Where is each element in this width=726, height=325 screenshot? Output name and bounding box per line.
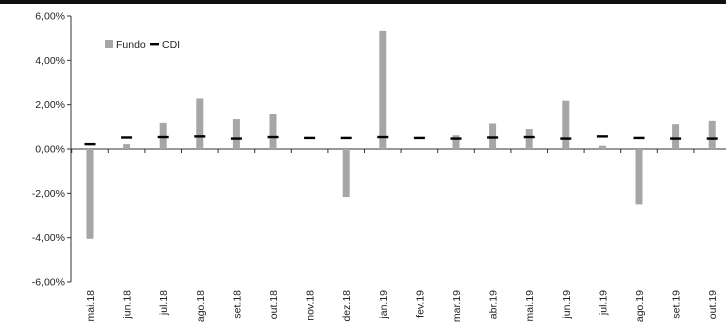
fundo-bar — [270, 114, 277, 149]
x-tick-label: jan.19 — [378, 290, 390, 320]
fundo-bar — [196, 98, 203, 149]
x-tick-label: set.18 — [231, 290, 243, 319]
x-tick-label: out.18 — [268, 290, 280, 319]
fundo-bar — [453, 135, 460, 149]
x-tick-label: jul.18 — [158, 290, 170, 316]
cdi-marker — [304, 137, 315, 139]
y-tick-label: 0,00% — [35, 144, 65, 156]
fundo-bar — [343, 149, 350, 197]
x-tick-label: set.19 — [671, 290, 683, 319]
x-tick-label: ago.18 — [195, 290, 207, 322]
y-tick-labels: 6,00% 4,00% 2,00% 0,00% -2,00% -4,00% -6,00% — [32, 11, 65, 289]
y-tick-label: -6,00% — [32, 277, 65, 289]
legend: Fundo CDI — [105, 39, 180, 51]
legend-swatch-cdi — [150, 43, 159, 45]
cdi-marker — [231, 137, 242, 139]
y-tick-label: -4,00% — [32, 232, 65, 244]
y-tick-label: 4,00% — [35, 55, 65, 67]
fundo-bar — [87, 149, 94, 239]
x-tick-label: nov.18 — [305, 290, 317, 321]
x-tick-label: jun.18 — [122, 290, 134, 320]
x-tick-label: abr.19 — [488, 290, 500, 319]
fundo-bar — [562, 101, 569, 149]
cdi-marker — [524, 136, 535, 138]
x-tick-label: fev.19 — [414, 290, 426, 318]
fundo-bar — [599, 146, 606, 149]
cdi-marker — [377, 136, 388, 138]
x-tick-label: mai.19 — [524, 290, 536, 322]
x-tick-label: jul.19 — [597, 290, 609, 316]
fundo-bar — [636, 149, 643, 204]
x-tick-label: mar.19 — [451, 290, 463, 322]
fundo-bars — [87, 31, 716, 239]
cdi-marker — [121, 136, 132, 138]
cdi-marker — [85, 143, 96, 145]
x-tick-labels: mai.18 jun.18 jul.18 ago.18 set.18 out.18 nov.… — [85, 290, 719, 322]
fundo-bar — [233, 119, 240, 149]
cdi-marker — [670, 137, 681, 139]
x-tick-label: dez.18 — [341, 290, 353, 322]
x-tick-label: jun.19 — [561, 290, 573, 320]
fundo-bar — [489, 124, 496, 149]
cdi-marker — [707, 137, 718, 139]
y-tick-label: 6,00% — [35, 11, 65, 23]
cdi-marker — [634, 137, 645, 139]
cdi-marker — [268, 136, 279, 138]
y-tick-label: -2,00% — [32, 188, 65, 200]
fundo-bar — [709, 121, 716, 149]
x-tick-label: mai.18 — [85, 290, 97, 322]
fundo-bar — [123, 144, 130, 149]
cdi-marker — [341, 137, 352, 139]
x-tick-label: out.19 — [707, 290, 719, 319]
cdi-marker — [560, 137, 571, 139]
cdi-marker — [194, 135, 205, 137]
legend-label-cdi: CDI — [162, 39, 180, 51]
cdi-marker — [158, 136, 169, 138]
cdi-marker — [451, 137, 462, 139]
fundo-bar — [672, 124, 679, 149]
cdi-markers — [85, 135, 718, 145]
legend-swatch-fundo — [105, 40, 113, 48]
cdi-marker — [414, 137, 425, 139]
cdi-marker — [487, 136, 498, 138]
x-tick-label: ago.19 — [634, 290, 646, 322]
fundo-bar — [379, 31, 386, 149]
legend-label-fundo: Fundo — [116, 39, 146, 51]
cdi-marker — [597, 135, 608, 137]
y-tick-label: 2,00% — [35, 99, 65, 111]
fundo-bar — [526, 129, 533, 149]
